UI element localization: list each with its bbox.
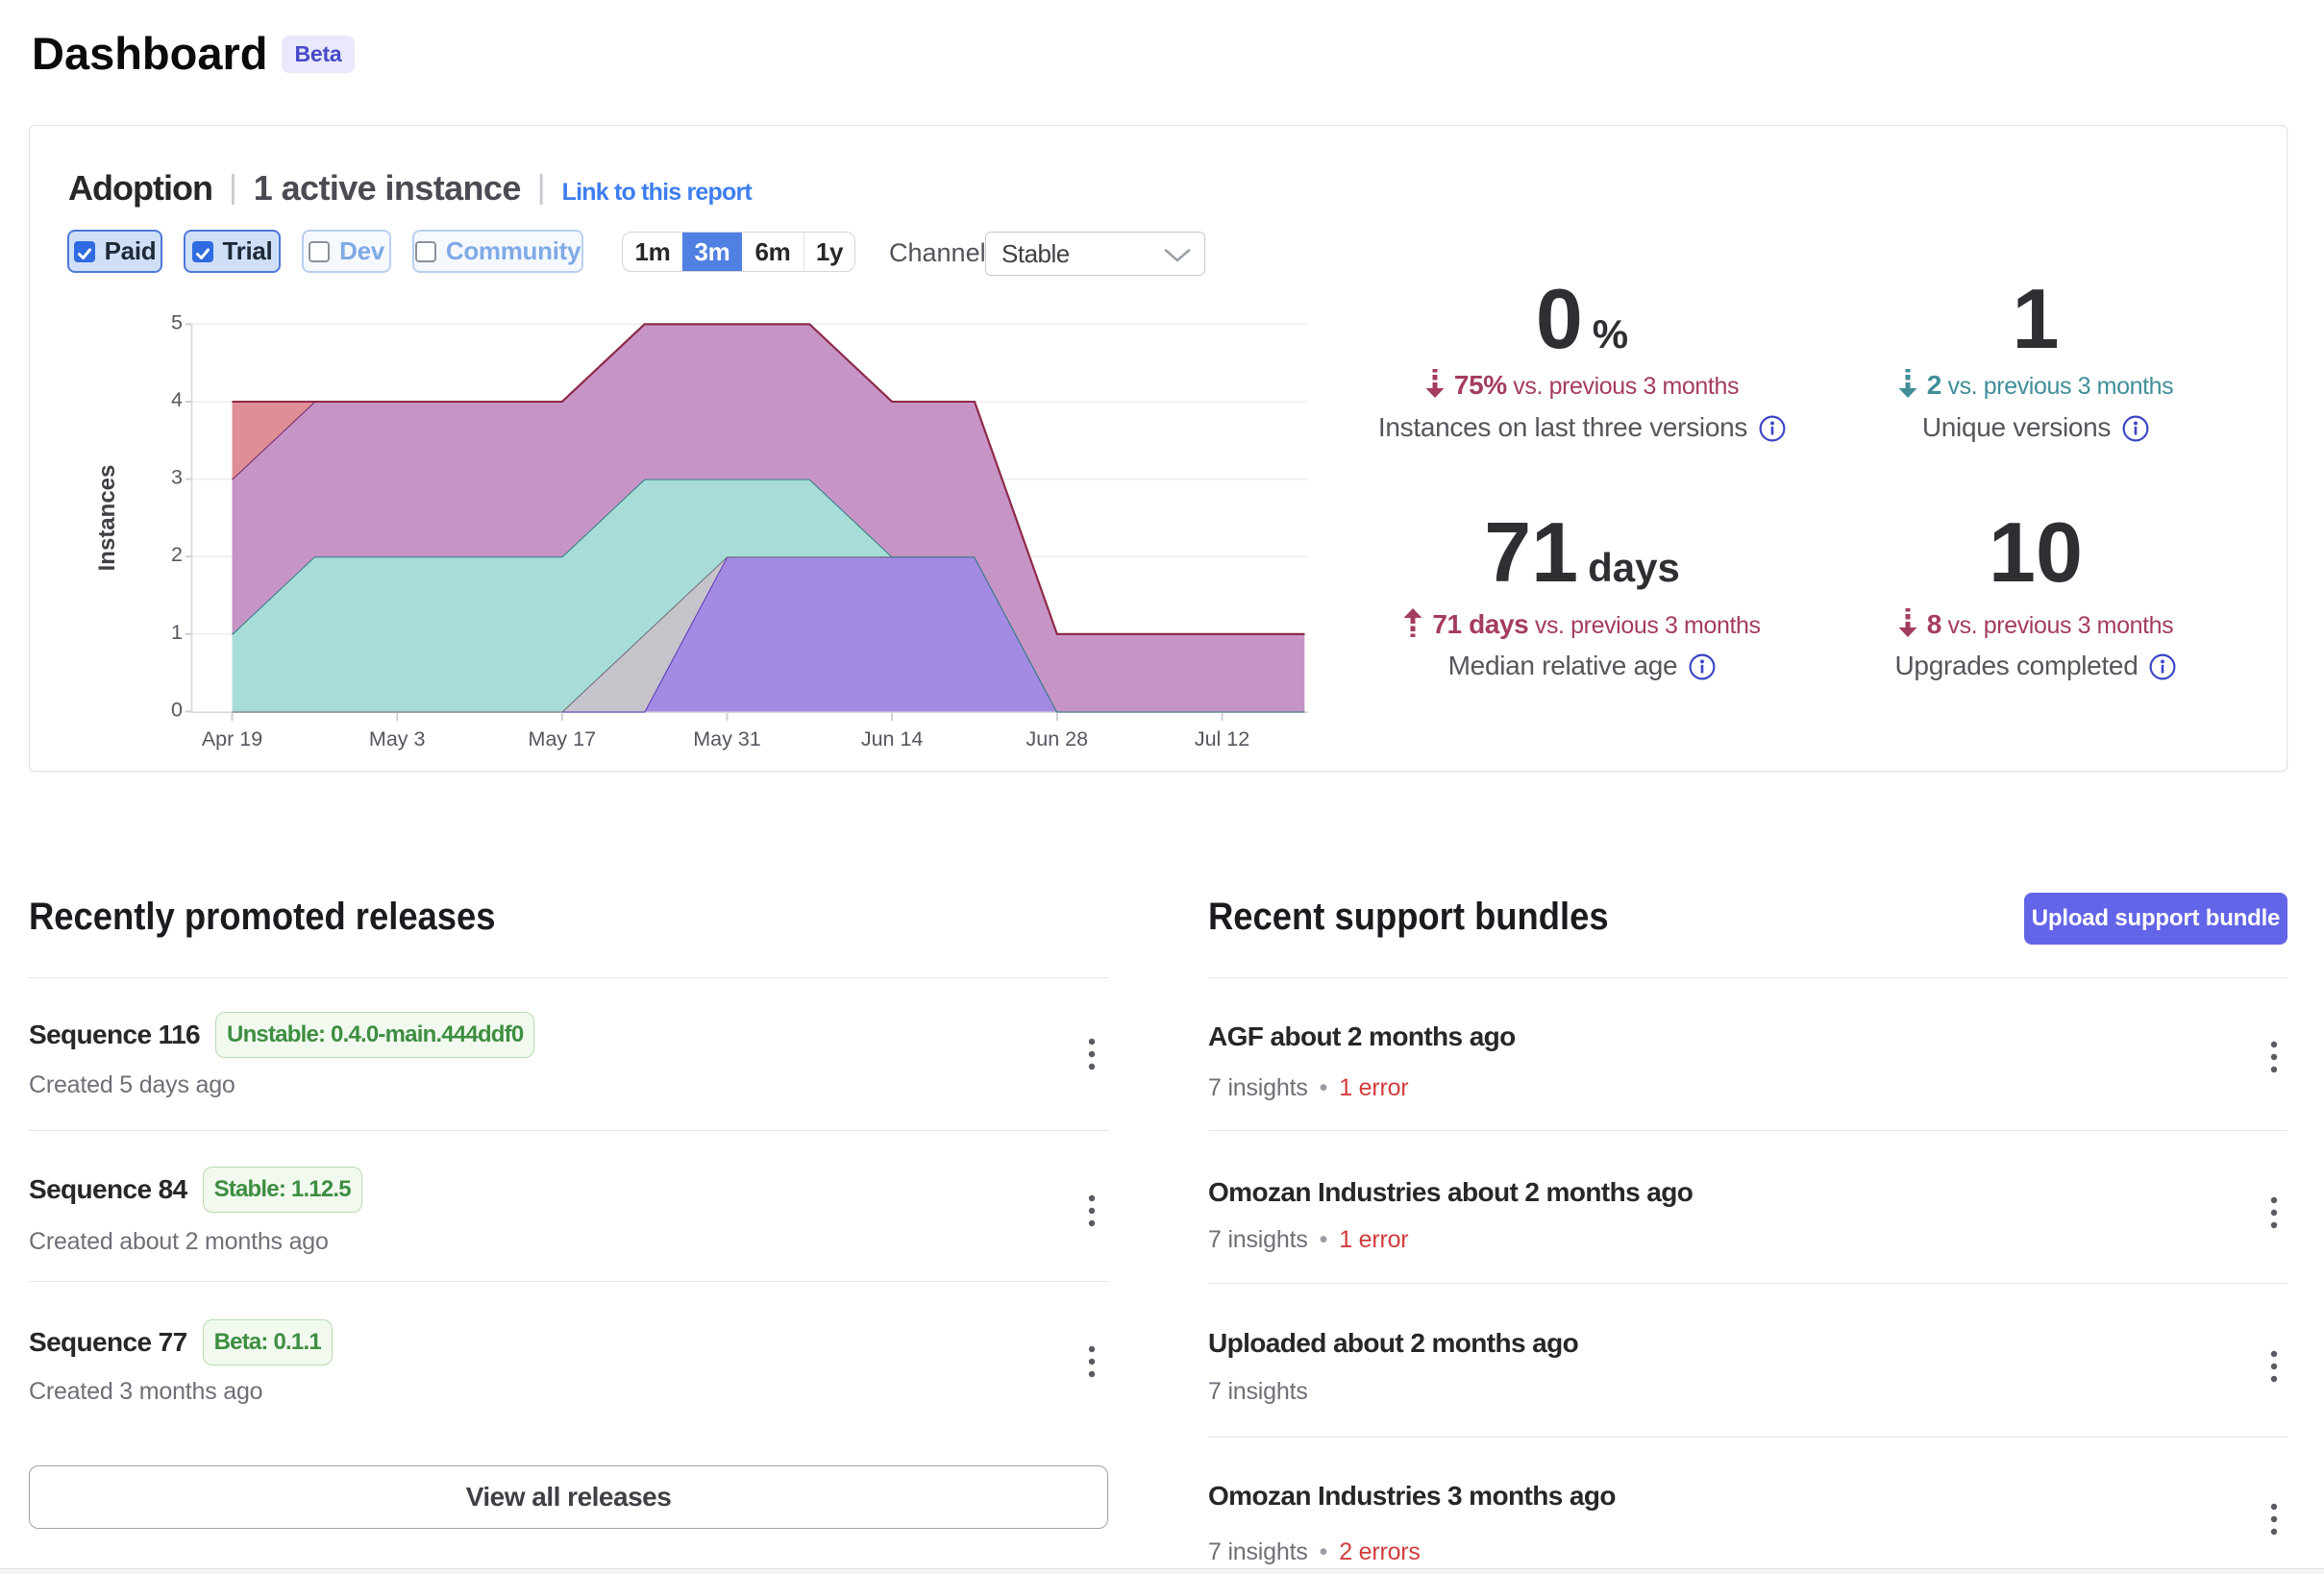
svg-text:3: 3 bbox=[171, 466, 183, 489]
svg-text:Apr 19: Apr 19 bbox=[202, 727, 262, 750]
svg-text:Jun 14: Jun 14 bbox=[861, 727, 924, 750]
svg-text:May 31: May 31 bbox=[693, 727, 761, 750]
svg-text:2: 2 bbox=[171, 543, 183, 566]
svg-text:1: 1 bbox=[171, 621, 183, 644]
svg-text:Instances: Instances bbox=[94, 465, 120, 572]
svg-text:4: 4 bbox=[171, 388, 183, 411]
svg-text:Jul 12: Jul 12 bbox=[1195, 727, 1249, 750]
svg-text:May 3: May 3 bbox=[369, 727, 426, 750]
svg-text:0: 0 bbox=[171, 699, 183, 722]
svg-text:5: 5 bbox=[171, 310, 183, 333]
svg-text:May 17: May 17 bbox=[529, 727, 597, 750]
svg-text:Jun 28: Jun 28 bbox=[1026, 727, 1089, 750]
